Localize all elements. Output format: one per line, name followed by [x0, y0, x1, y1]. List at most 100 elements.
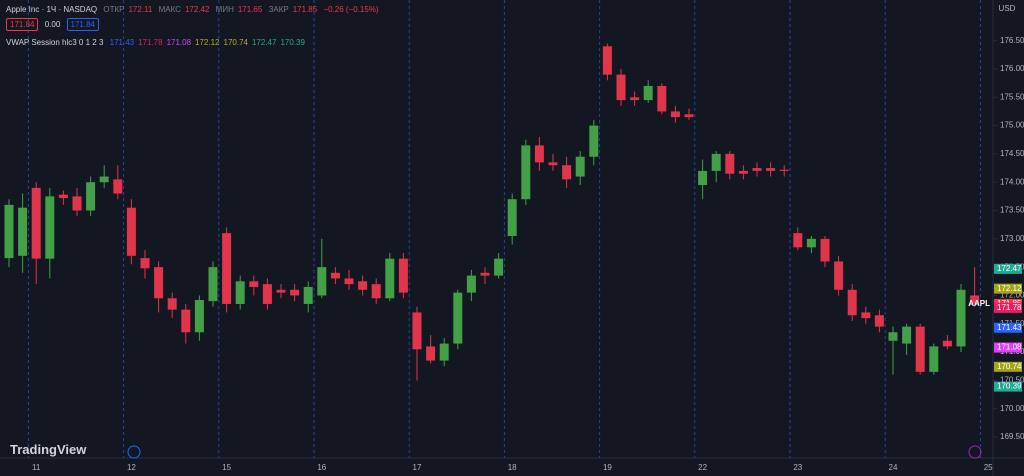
y-tick-label: 169.50: [1000, 432, 1024, 441]
x-tick-label: 12: [127, 463, 136, 472]
value: 172.11: [128, 5, 153, 14]
bid[interactable]: 171.84: [6, 18, 39, 31]
candle-body: [276, 289, 286, 293]
spread: 0.00: [44, 20, 61, 29]
x-tick-label: 18: [508, 463, 517, 472]
candle-body: [385, 258, 395, 299]
candle-body: [752, 168, 762, 171]
candle-body: [575, 156, 585, 177]
x-tick-label: 15: [222, 463, 231, 472]
y-tick-label: 176.00: [1000, 64, 1024, 73]
candle-body: [861, 312, 871, 319]
y-tick-label: 174.00: [1000, 177, 1024, 186]
candle-body: [99, 176, 109, 183]
candle-body: [181, 309, 191, 333]
y-tick-label: 173.00: [1000, 234, 1024, 243]
candle-body: [344, 278, 354, 285]
candle-body: [154, 267, 164, 299]
candle-body: [303, 286, 313, 304]
candle-body: [548, 162, 558, 166]
marker-box: [994, 263, 1022, 274]
marker-box: [994, 302, 1022, 313]
x-tick-label: 19: [603, 463, 612, 472]
candle-body: [970, 295, 980, 304]
logo: TradingView: [10, 442, 87, 457]
candle-body: [630, 97, 640, 101]
candle-body: [834, 261, 844, 290]
price-marker: 172.47: [994, 263, 1022, 274]
candle-body: [915, 326, 925, 372]
indicator-row: VWAP Session hlc3 0 1 2 3 171.43 171.78 17…: [6, 38, 309, 47]
y-tick-label: 174.50: [1000, 149, 1024, 158]
candle-body: [534, 145, 544, 163]
candle-body: [18, 207, 28, 256]
indicator[interactable]: VWAP Session hlc3 0 1 2 3: [6, 38, 104, 47]
marker-box: [994, 322, 1022, 333]
candle-body: [140, 258, 150, 269]
candle-body: [222, 233, 232, 304]
y-tick-label: 175.50: [1000, 92, 1024, 101]
marker-label: 171.78: [997, 303, 1022, 312]
legend-row: Apple Inc · 1Ч · NASDAQ ОТКР 172.11 МАКС 1…: [6, 5, 383, 14]
marker-label: 171.08: [997, 343, 1022, 352]
candle-body: [929, 346, 939, 372]
candle-body: [874, 315, 884, 327]
candle-body: [711, 153, 721, 171]
candle-body: [562, 165, 572, 180]
candle-body: [72, 196, 82, 211]
icon[interactable]: [127, 445, 141, 459]
candle-body: [167, 298, 177, 310]
candle-body: [208, 267, 218, 302]
x-tick-label: 23: [793, 463, 802, 472]
indicator-value: 172.47: [251, 38, 277, 47]
ask[interactable]: 171.84: [66, 18, 99, 31]
candle-body: [4, 204, 14, 259]
marker-label: 172.12: [997, 284, 1022, 293]
marker-box: [994, 381, 1022, 392]
price-marker: 172.12: [994, 283, 1022, 294]
candle-body: [358, 281, 368, 290]
candle-body: [725, 153, 735, 174]
value: 171.85: [292, 5, 318, 14]
x-tick-label: 17: [413, 463, 422, 472]
candle-body: [793, 233, 803, 248]
indicator-value: 171.78: [138, 38, 163, 47]
indicator-value: 170.74: [223, 38, 248, 47]
candle-body: [956, 289, 966, 347]
indicator-value: 172.12: [195, 38, 220, 47]
candle-body: [521, 145, 531, 200]
y-tick-label: 176.50: [1000, 36, 1024, 45]
candle-body: [249, 281, 259, 287]
candle-body: [371, 284, 381, 299]
bid-ask: 171.84 0.00 171.84: [6, 18, 103, 31]
y-tick-label: 175.00: [1000, 121, 1024, 130]
marker-box: [994, 361, 1022, 372]
y-tick-label: 170.00: [1000, 404, 1024, 413]
candle-body: [262, 284, 272, 304]
candle-body: [602, 46, 612, 75]
candle-body: [847, 289, 857, 316]
candle-body: [589, 125, 599, 157]
currency: USD: [999, 4, 1016, 13]
marker-label: 170.39: [997, 382, 1022, 391]
candle-body: [616, 74, 626, 101]
x-tick-label: 22: [698, 463, 707, 472]
candle-body: [317, 267, 327, 296]
price-marker: 171.78: [994, 302, 1022, 313]
candle-body: [494, 258, 504, 276]
marker-label: 172.47: [997, 264, 1022, 273]
marker-box: [994, 283, 1022, 294]
candle-body: [738, 170, 748, 174]
icon[interactable]: [968, 445, 982, 459]
candle-body: [643, 85, 653, 101]
symbol[interactable]: Apple Inc · 1Ч · NASDAQ: [6, 5, 98, 14]
candle-body: [412, 312, 422, 350]
candle-body: [902, 326, 912, 344]
marker-name: AAPL: [968, 299, 990, 308]
value: 171.65: [237, 5, 263, 14]
candle-body: [45, 196, 55, 259]
candle-body: [466, 275, 476, 293]
label: ОТКР: [103, 5, 125, 14]
value: 172.42: [184, 5, 210, 14]
